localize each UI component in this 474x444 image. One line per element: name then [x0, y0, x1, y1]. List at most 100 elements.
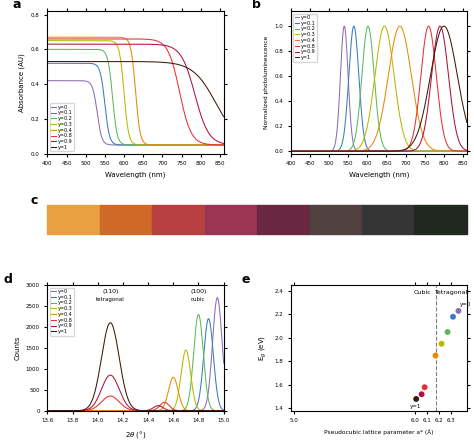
y=0.2 — [288, 149, 293, 154]
Bar — [257, 205, 310, 234]
y=0.8 — [199, 408, 204, 413]
X-axis label: Wavelength (nm): Wavelength (nm) — [105, 172, 166, 178]
y=0.8 — [126, 36, 131, 42]
Text: d: d — [3, 273, 12, 285]
y=0.2 — [427, 149, 432, 154]
Y-axis label: Normalized photoluminescence: Normalized photoluminescence — [264, 36, 269, 129]
y=0.4 — [297, 149, 302, 154]
y=0.9 — [64, 408, 70, 413]
y=0.3 — [221, 408, 227, 413]
Text: a: a — [12, 0, 21, 11]
y=0.8 — [374, 149, 379, 154]
y=0.1 — [297, 149, 302, 154]
y=0.9 — [437, 24, 443, 29]
y=1 — [54, 59, 59, 64]
Text: y=1: y=1 — [410, 404, 421, 409]
y=0.4 — [54, 35, 59, 40]
y=0 — [112, 408, 118, 413]
Text: c: c — [31, 194, 38, 207]
y=0.9 — [108, 373, 113, 378]
y=0.2 — [221, 408, 227, 413]
Line: y=0: y=0 — [291, 26, 467, 151]
y=0.2 — [183, 143, 189, 148]
y=0.3 — [459, 149, 465, 154]
y=0.9 — [45, 408, 50, 413]
y=1 — [441, 24, 447, 29]
Bar — [47, 205, 100, 234]
Point — [432, 352, 439, 359]
y=0.3 — [75, 408, 81, 413]
y=0.9 — [221, 408, 227, 413]
y=0 — [427, 149, 432, 154]
y=0.3 — [288, 149, 293, 154]
y=0 — [374, 149, 379, 154]
y=0.4 — [220, 143, 226, 148]
y=0.1 — [369, 148, 374, 154]
y=0 — [120, 408, 126, 413]
y=0.4 — [218, 408, 223, 413]
y=0 — [215, 295, 220, 300]
Point — [412, 396, 420, 403]
Bar — [100, 205, 152, 234]
y=0.1 — [216, 143, 221, 148]
y=0.9 — [221, 141, 227, 146]
y=0.4 — [221, 143, 227, 148]
y=1 — [221, 114, 227, 119]
y=0.2 — [221, 143, 227, 148]
y=0.3 — [112, 408, 118, 413]
y=0.4 — [464, 149, 470, 154]
y=0.8 — [288, 149, 293, 154]
y=0.4 — [397, 24, 403, 29]
y=0.2 — [201, 143, 207, 148]
y=0.1 — [54, 60, 59, 66]
Text: cubic: cubic — [191, 297, 206, 302]
y=1 — [459, 97, 465, 103]
y=0.9 — [288, 149, 293, 154]
y=0.2 — [459, 149, 465, 154]
y=0.4 — [216, 143, 221, 148]
y=0.1 — [221, 143, 227, 148]
y=0.8 — [218, 408, 223, 413]
Point — [449, 313, 457, 320]
y=0.8 — [75, 408, 81, 413]
y=0.4 — [216, 143, 221, 148]
y=0.2 — [218, 408, 223, 413]
y=1 — [75, 408, 81, 413]
y=0.4 — [199, 408, 204, 413]
y=0.4 — [171, 375, 176, 380]
y=0.3 — [297, 149, 302, 154]
y=1 — [199, 408, 204, 413]
y=0 — [54, 78, 59, 83]
y=0 — [369, 149, 374, 154]
Legend: y=0, y=0.1, y=0.2, y=0.3, y=0.4, y=0.8, y=0.9, y=1: y=0, y=0.1, y=0.2, y=0.3, y=0.4, y=0.8, … — [50, 103, 74, 151]
y=0.1 — [183, 143, 189, 148]
Text: Cubic: Cubic — [413, 290, 431, 295]
Line: y=0.2: y=0.2 — [47, 314, 224, 411]
y=0.2 — [196, 312, 201, 317]
y=0 — [198, 408, 204, 413]
y=0.2 — [130, 143, 136, 148]
Bar — [414, 205, 467, 234]
y=0.4 — [288, 149, 293, 154]
y=0.2 — [75, 408, 81, 413]
Legend: y=0, y=0.1, y=0.2, y=0.3, y=0.4, y=0.8, y=0.9, y=1: y=0, y=0.1, y=0.2, y=0.3, y=0.4, y=0.8, … — [50, 288, 74, 336]
Text: e: e — [241, 273, 250, 285]
Point — [444, 329, 451, 336]
Line: y=0.4: y=0.4 — [47, 37, 224, 145]
y=0.4 — [221, 408, 227, 413]
y=0.8 — [464, 149, 470, 154]
y=0.1 — [459, 149, 465, 154]
y=0.8 — [221, 142, 227, 147]
y=0 — [184, 143, 190, 148]
y=0.9 — [459, 144, 465, 150]
y=1 — [216, 105, 221, 111]
y=0.3 — [212, 143, 218, 148]
y=0 — [341, 24, 347, 29]
y=0.3 — [183, 143, 189, 148]
y=0.8 — [120, 403, 126, 408]
y=0.3 — [45, 38, 50, 44]
y=1 — [216, 105, 221, 111]
y=0.2 — [369, 44, 374, 50]
y=0.2 — [374, 99, 379, 105]
Y-axis label: E$_g$ (eV): E$_g$ (eV) — [257, 335, 269, 361]
